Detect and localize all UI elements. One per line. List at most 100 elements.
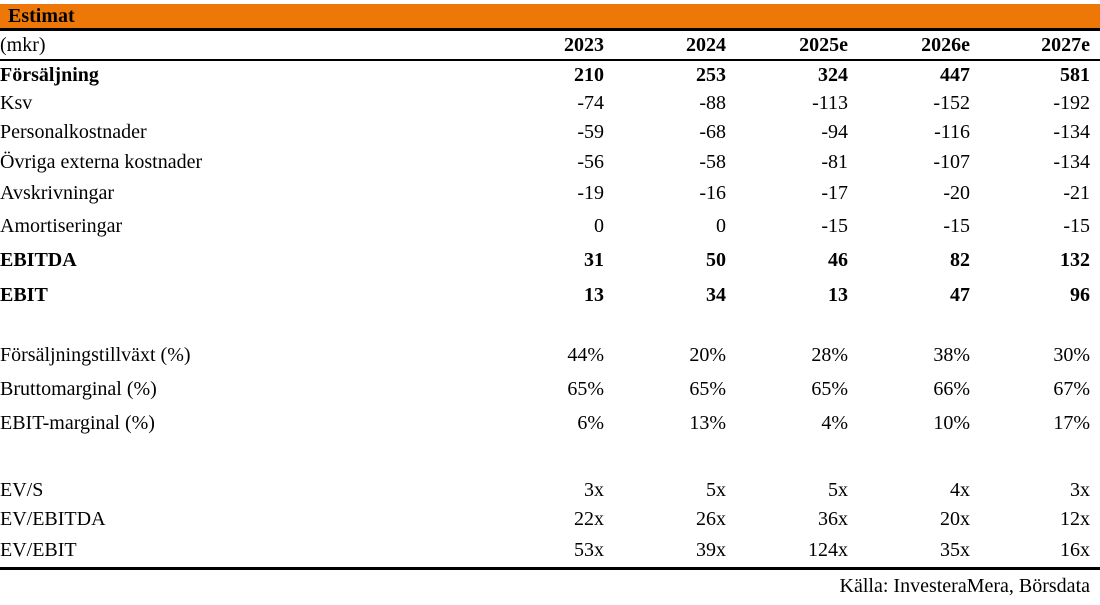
value-cell: 96: [1070, 283, 1090, 306]
value-cell: -56: [577, 150, 604, 173]
value-cell: 65%: [567, 377, 604, 400]
row-label: EBITDA: [0, 249, 77, 271]
column-header-2027e: 2027e: [1041, 33, 1090, 56]
value-cell: 35x: [940, 538, 970, 561]
value-cell: 13%: [689, 411, 726, 434]
value-cell: 28%: [811, 343, 848, 366]
value-cell: 13: [584, 283, 604, 306]
table-row-bruttomarginal: Bruttomarginal (%) 65% 65% 65% 66% 67%: [0, 372, 1100, 406]
value-cell: 5x: [706, 479, 726, 501]
value-cell: 12x: [1060, 508, 1090, 530]
value-cell: 17%: [1053, 411, 1090, 434]
spacer-row: [0, 312, 1100, 338]
column-header-2025e: 2025e: [799, 33, 848, 56]
value-cell: 50: [706, 249, 726, 271]
value-cell: -74: [577, 92, 604, 114]
value-cell: 30%: [1053, 343, 1090, 366]
value-cell: -113: [812, 92, 848, 114]
value-cell: 13: [828, 283, 848, 306]
table-row-forsaljningstillvaxt: Försäljningstillväxt (%) 44% 20% 28% 38%…: [0, 338, 1100, 372]
row-label: Övriga externa kostnader: [0, 150, 203, 173]
value-cell: 20x: [940, 508, 970, 530]
table-row-ksv: Ksv -74 -88 -113 -152 -192: [0, 89, 1100, 118]
unit-label: (mkr): [0, 33, 46, 56]
table-row-ev-ebit: EV/EBIT 53x 39x 124x 35x 16x: [0, 534, 1100, 568]
value-cell: -59: [577, 121, 604, 143]
value-cell: -134: [1053, 150, 1090, 173]
value-cell: 0: [594, 215, 604, 237]
value-cell: -94: [821, 121, 848, 143]
value-cell: 82: [950, 249, 970, 271]
value-cell: -15: [943, 215, 970, 237]
row-label: Avskrivningar: [0, 182, 115, 204]
value-cell: 39x: [696, 538, 726, 561]
value-cell: 210: [574, 63, 604, 86]
row-label: Ksv: [0, 92, 33, 114]
value-cell: 65%: [811, 377, 848, 400]
value-cell: 447: [940, 63, 970, 86]
row-label: Försäljning: [0, 63, 99, 86]
value-cell: -17: [821, 182, 848, 204]
row-label: Bruttomarginal (%): [0, 377, 157, 400]
value-cell: -88: [699, 92, 726, 114]
value-cell: -152: [933, 92, 970, 114]
value-cell: 65%: [689, 377, 726, 400]
value-cell: 124x: [808, 538, 848, 561]
value-cell: 47: [950, 283, 970, 306]
spacer-row: [0, 440, 1100, 476]
estimat-table: (mkr) 2023 2024 2025e 2026e 2027e Försäl…: [0, 31, 1100, 570]
value-cell: 581: [1060, 63, 1090, 86]
value-cell: 67%: [1053, 377, 1090, 400]
table-row-forsaljning: Försäljning 210 253 324 447 581: [0, 60, 1100, 89]
value-cell: 46: [828, 249, 848, 271]
value-cell: 3x: [584, 479, 604, 501]
table-row-avskrivningar: Avskrivningar -19 -16 -17 -20 -21: [0, 177, 1100, 210]
row-label: EV/S: [0, 479, 44, 501]
value-cell: 10%: [933, 411, 970, 434]
value-cell: -107: [933, 150, 970, 173]
value-cell: 4x: [950, 479, 970, 501]
value-cell: -81: [821, 150, 848, 173]
value-cell: -192: [1053, 92, 1090, 114]
value-cell: 36x: [818, 508, 848, 530]
column-header-2023: 2023: [564, 33, 604, 56]
value-cell: 26x: [696, 508, 726, 530]
value-cell: 6%: [577, 411, 604, 434]
row-label: Personalkostnader: [0, 121, 147, 143]
table-row-personalkostnader: Personalkostnader -59 -68 -94 -116 -134: [0, 118, 1100, 147]
table-row-amortiseringar: Amortiseringar 0 0 -15 -15 -15: [0, 210, 1100, 243]
value-cell: -20: [943, 182, 970, 204]
value-cell: 20%: [689, 343, 726, 366]
table-row-ebit: EBIT 13 34 13 47 96: [0, 278, 1100, 312]
value-cell: 34: [706, 283, 726, 306]
row-label: Amortiseringar: [0, 215, 123, 237]
value-cell: 0: [716, 215, 726, 237]
value-cell: 324: [818, 63, 848, 86]
row-label: EV/EBIT: [0, 538, 77, 561]
column-header-2026e: 2026e: [921, 33, 970, 56]
column-header-row: (mkr) 2023 2024 2025e 2026e 2027e: [0, 31, 1100, 60]
value-cell: -15: [821, 215, 848, 237]
row-label: EV/EBITDA: [0, 508, 106, 530]
source-attribution: Källa: InvesteraMera, Börsdata: [839, 574, 1090, 597]
value-cell: 16x: [1060, 538, 1090, 561]
row-label: Försäljningstillväxt (%): [0, 343, 191, 366]
table-row-ev-ebitda: EV/EBITDA 22x 26x 36x 20x 12x: [0, 505, 1100, 534]
column-header-2024: 2024: [686, 33, 726, 56]
value-cell: -58: [699, 150, 726, 173]
value-cell: 3x: [1070, 479, 1090, 501]
value-cell: -16: [699, 182, 726, 204]
value-cell: 31: [584, 249, 604, 271]
value-cell: -134: [1053, 121, 1090, 143]
row-label: EBIT: [0, 283, 48, 306]
table-row-ovriga-externa-kostnader: Övriga externa kostnader -56 -58 -81 -10…: [0, 147, 1100, 177]
row-label: EBIT-marginal (%): [0, 411, 155, 434]
value-cell: -19: [577, 182, 604, 204]
value-cell: 53x: [574, 538, 604, 561]
table-row-ev-s: EV/S 3x 5x 5x 4x 3x: [0, 476, 1100, 505]
value-cell: 66%: [933, 377, 970, 400]
value-cell: 38%: [933, 343, 970, 366]
value-cell: -116: [934, 121, 970, 143]
value-cell: 132: [1060, 249, 1090, 271]
